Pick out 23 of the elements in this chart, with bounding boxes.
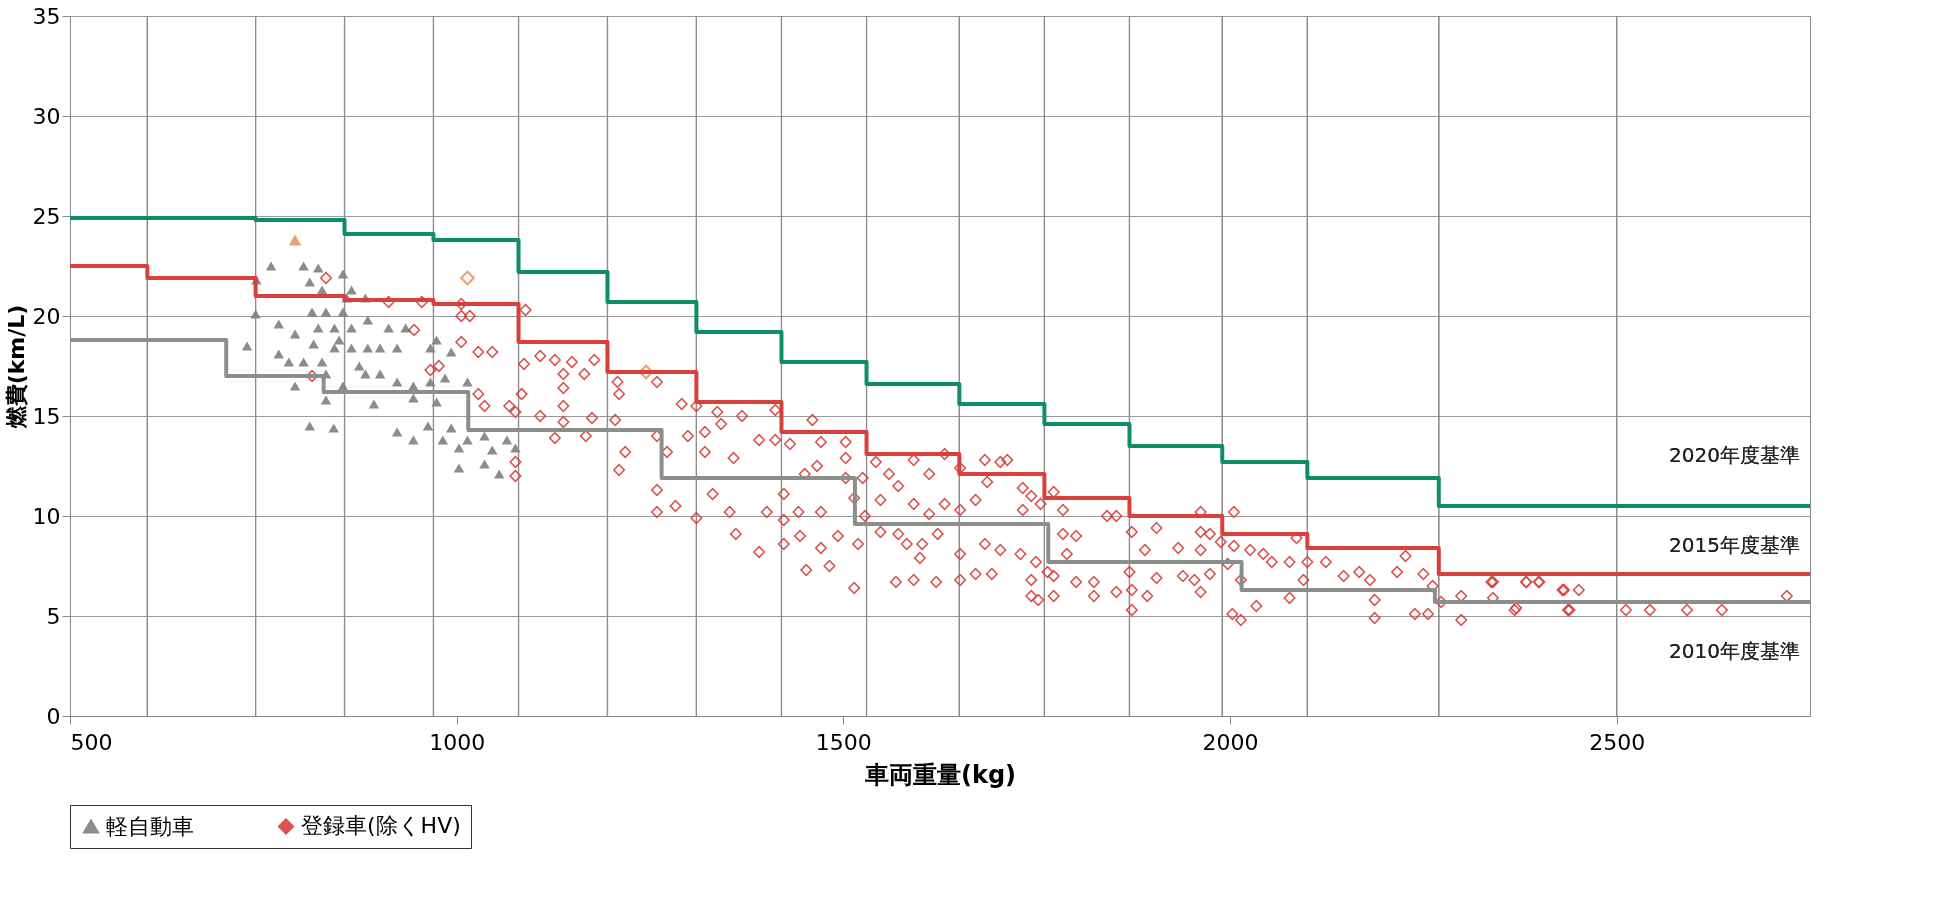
x-axis-title: 車両重量(kg) [863,760,1017,789]
annotation: 2020年度基準 [1669,443,1800,467]
legend-label: 登録車(除くHV) [301,813,461,839]
x-tick-label: 2000 [1202,729,1259,755]
x-tick-label: 1000 [429,729,486,755]
x-tick-label: 1500 [815,729,872,755]
point [638,364,654,380]
y-tick-label: 35 [32,3,61,29]
x-tick-label: 500 [70,729,113,755]
annotation: 2015年度基準 [1669,533,1800,557]
annotation: 2010年度基準 [1669,639,1800,663]
legend-label: 軽自動車 [106,813,194,839]
x-tick-label: 2500 [1589,729,1646,755]
y-tick-label: 15 [32,403,61,429]
y-tick-label: 30 [32,103,61,129]
y-tick-label: 10 [32,503,61,529]
y-tick-label: 0 [46,703,61,729]
point [460,270,475,286]
point [288,234,302,246]
y-tick-label: 5 [46,603,61,629]
y-tick-label: 25 [32,203,61,229]
y-tick-label: 20 [32,303,61,329]
y-axis-title: 燃費(km/L) [3,304,29,430]
